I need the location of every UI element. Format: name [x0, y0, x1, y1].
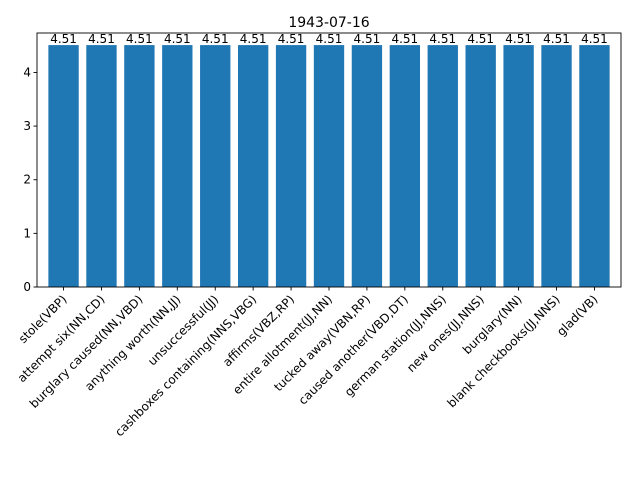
chart-title: 1943-07-16: [288, 15, 369, 31]
bar: [503, 45, 534, 287]
bar-value-label: 4.51: [581, 32, 608, 46]
bar-value-label: 4.51: [316, 32, 343, 46]
x-axis: stole(VBP)attempt six(NN,CD)burglary cau…: [15, 287, 601, 439]
axes-spines: [36, 32, 622, 288]
y-tick-label: 2: [23, 173, 31, 187]
bar-value-label: 4.51: [467, 32, 494, 46]
bar: [541, 45, 572, 287]
bar-value-label: 4.51: [354, 32, 381, 46]
bar-value-label: 4.51: [88, 32, 115, 46]
bar: [48, 45, 79, 287]
bar-value-labels: 4.51 4.51 4.51 4.51 4.51 4.51 4.51 4.51 4.51 4.51…: [50, 32, 608, 46]
bar-value-label: 4.51: [391, 32, 418, 46]
y-axis: 0 1 2 3 4: [23, 65, 37, 294]
bar: [275, 45, 307, 287]
bar: [579, 45, 610, 287]
y-tick-label: 1: [23, 226, 31, 240]
bar-value-label: 4.51: [126, 32, 153, 46]
x-tick-label: glad(VB): [554, 292, 600, 338]
bar-value-label: 4.51: [543, 32, 570, 46]
bar-value-label: 4.51: [429, 32, 456, 46]
bar-value-label: 4.51: [278, 32, 305, 46]
bar-value-label: 4.51: [240, 32, 267, 46]
bar: [86, 45, 117, 287]
bar-value-label: 4.51: [202, 32, 229, 46]
x-tick-label: cashboxes containing(NNS,VBG): [112, 292, 259, 439]
bar: [237, 45, 269, 287]
bar-value-label: 4.51: [50, 32, 77, 46]
bar: [389, 45, 421, 287]
bar: [124, 45, 155, 287]
y-tick-label: 0: [23, 280, 31, 294]
bar: [200, 45, 231, 287]
bar: [313, 45, 345, 287]
bar-value-label: 4.51: [164, 32, 191, 46]
bar: [465, 45, 496, 287]
bar: [427, 45, 458, 287]
bar-value-label: 4.51: [505, 32, 532, 46]
y-tick-label: 4: [23, 65, 31, 79]
y-tick-label: 3: [23, 119, 31, 133]
bar: [162, 45, 193, 287]
plot-frame: [36, 32, 622, 288]
bar: [351, 45, 383, 287]
bar-group: [48, 45, 610, 287]
